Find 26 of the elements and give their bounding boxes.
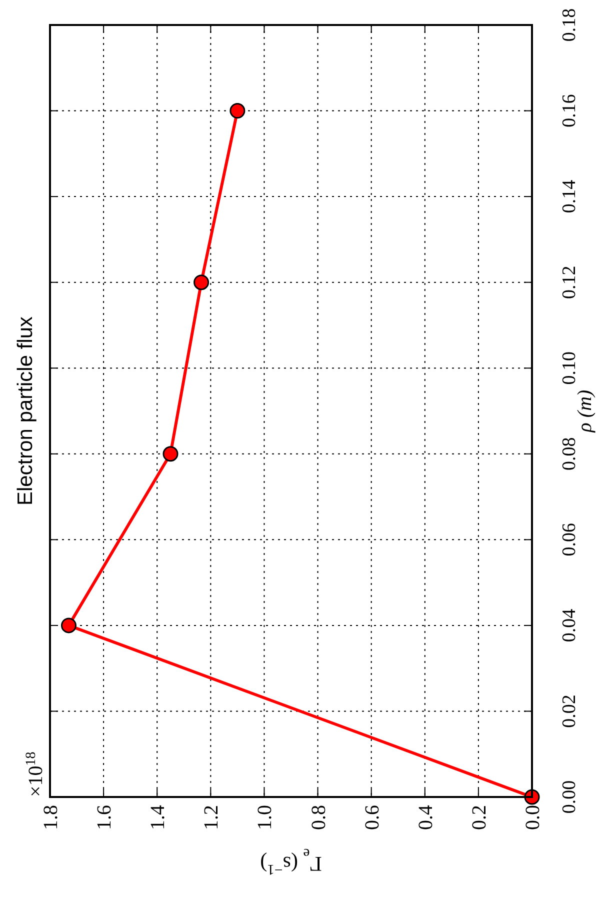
y-axis-title: ρ (m)	[574, 389, 596, 434]
y-tick-label: 0.04	[559, 608, 580, 642]
y-tick-label: 0.14	[559, 179, 580, 214]
x-tick-label: 0.0	[522, 805, 544, 830]
y-tick-label: 0.06	[559, 523, 580, 556]
x-tick-label: 0.4	[414, 805, 437, 830]
point	[162, 446, 178, 462]
y-tick-label: 0.08	[559, 437, 580, 471]
y-tick-label: 0.16	[559, 94, 580, 128]
x-tick-label: 1.0	[254, 805, 276, 830]
point	[230, 103, 246, 119]
y-tick-label: 0.00	[559, 780, 580, 814]
y-tick-label: 0.10	[559, 351, 580, 385]
x-tick-label: 0.6	[361, 805, 384, 830]
x-tick-label: 1.2	[200, 805, 223, 830]
x-tick-label: 1.8	[40, 805, 62, 830]
y-tick-label: 0.18	[559, 8, 580, 42]
y-tick-label: 0.02	[559, 694, 580, 728]
x-tick-label: 0.2	[468, 805, 490, 830]
point	[60, 618, 76, 634]
x-tick-label: 1.4	[147, 805, 170, 830]
y-tick-label: 0.12	[559, 266, 580, 299]
x-tick-label: 1.6	[94, 805, 116, 830]
text: Electron particle flux	[14, 316, 37, 506]
x-tick-label: 0.8	[308, 805, 330, 830]
point	[194, 274, 210, 290]
